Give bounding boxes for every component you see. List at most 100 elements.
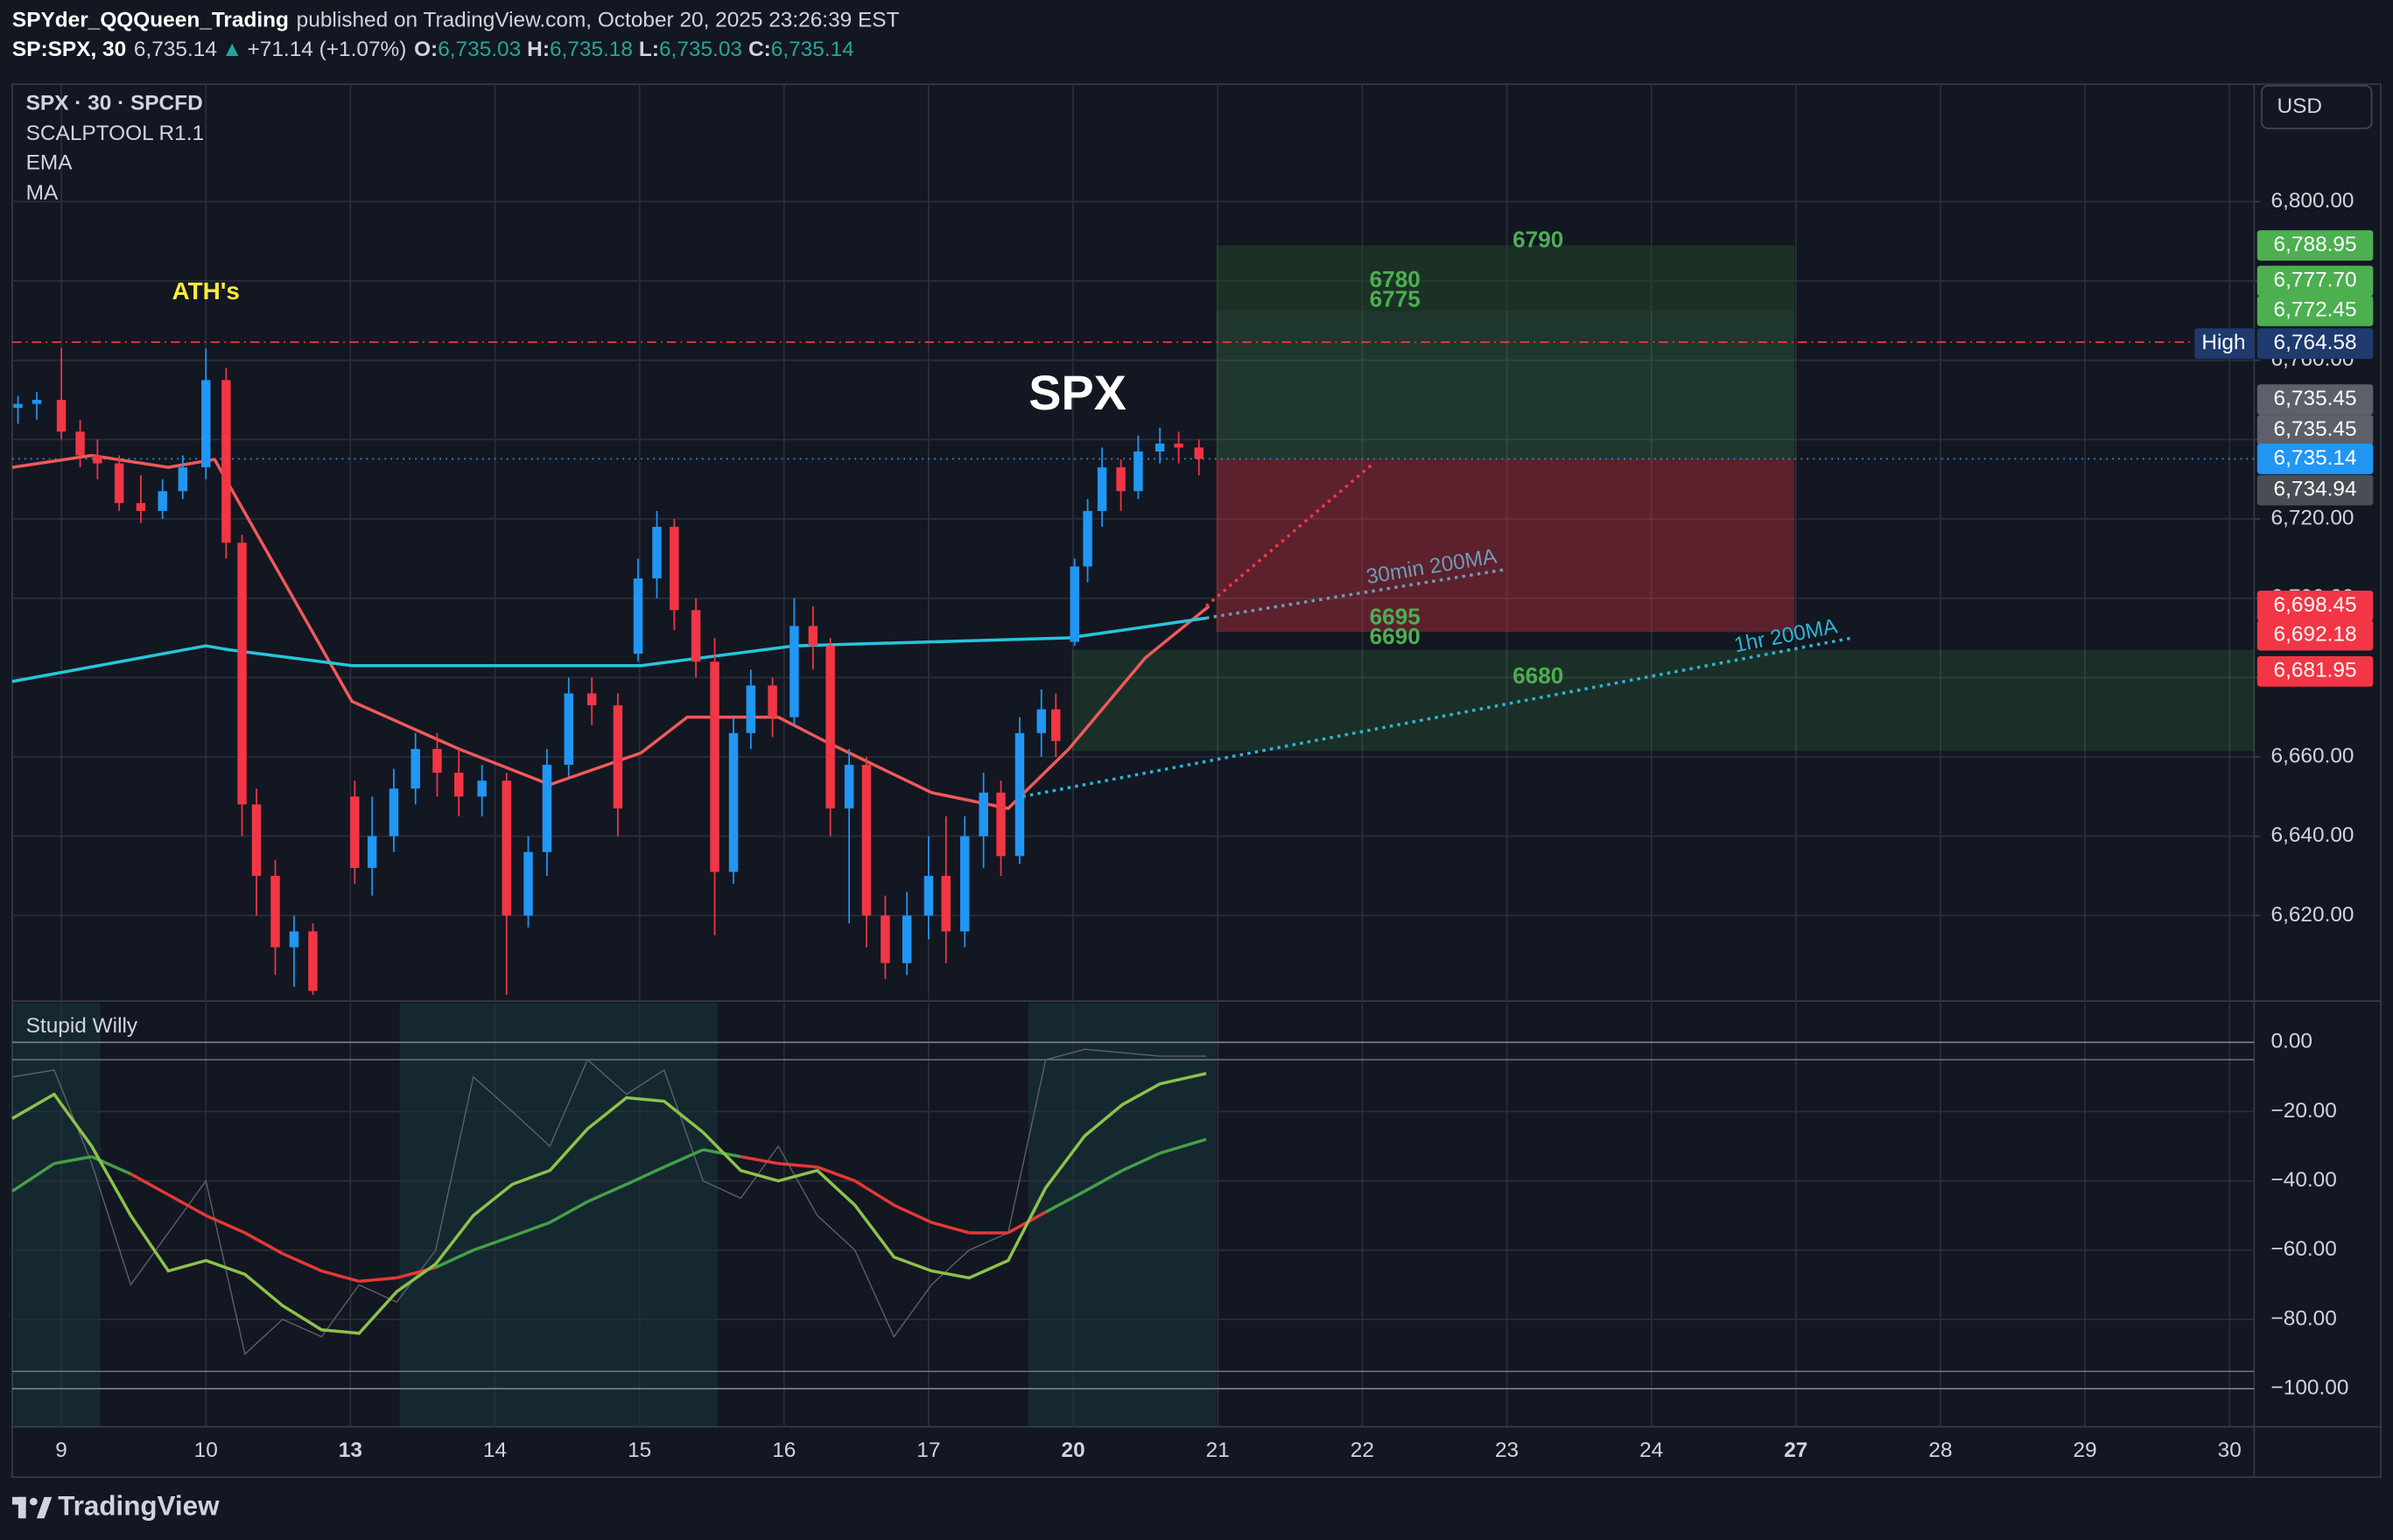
candle-body bbox=[789, 626, 799, 718]
candle-body bbox=[56, 400, 67, 432]
signal-segment bbox=[359, 1276, 397, 1284]
candle-body bbox=[1036, 709, 1047, 733]
plot: 9 10 13 14 15 16 17 20 21 22 23 24 27 28 29 30 6,620.00 6… bbox=[11, 84, 2374, 1462]
signal-segment bbox=[473, 1235, 513, 1252]
candle-body bbox=[523, 851, 533, 916]
level-label: 6790 bbox=[1512, 227, 1563, 253]
candle-body bbox=[844, 765, 854, 808]
candle-body bbox=[289, 931, 299, 948]
y-tick-label: 6,620.00 bbox=[2271, 903, 2354, 927]
trendline bbox=[1204, 464, 1372, 608]
y-tick-label: −60.00 bbox=[2271, 1237, 2337, 1261]
candle-body bbox=[389, 788, 399, 836]
change: +71.14 (+1.07%) bbox=[248, 38, 407, 61]
level-label: 6695 bbox=[1370, 603, 1421, 629]
price-tag bbox=[2256, 328, 2374, 360]
candle-body bbox=[136, 502, 146, 511]
candle-body bbox=[923, 875, 934, 916]
candle-body bbox=[237, 542, 247, 805]
price-tag-name: High bbox=[2201, 331, 2245, 354]
price-tag-label: 6,764.58 bbox=[2274, 331, 2357, 354]
frame bbox=[11, 83, 2382, 1479]
candle-body bbox=[941, 875, 951, 932]
candle-body bbox=[1051, 709, 1061, 741]
candle-body bbox=[114, 463, 124, 503]
x-tick-label: 22 bbox=[1351, 1438, 1374, 1462]
x-tick-label: 27 bbox=[1784, 1438, 1807, 1462]
y-tick-label: −20.00 bbox=[2271, 1099, 2337, 1123]
signal-segment bbox=[778, 1162, 818, 1169]
signal-segment bbox=[1084, 1169, 1124, 1193]
price-tag-label: 6,777.70 bbox=[2274, 268, 2357, 291]
legend-title: SPX · 30 · SPCFD bbox=[26, 91, 203, 115]
y-tick-label: −100.00 bbox=[2271, 1376, 2349, 1400]
candle-body bbox=[768, 685, 777, 718]
price-tag-label: 6,692.18 bbox=[2274, 623, 2357, 647]
signal-segment bbox=[1159, 1138, 1207, 1155]
signal-segment bbox=[282, 1252, 323, 1273]
currency[interactable]: USD bbox=[2277, 94, 2322, 118]
logo bbox=[11, 1496, 53, 1519]
x-tick-label: 23 bbox=[1495, 1438, 1519, 1462]
zone bbox=[1216, 245, 1795, 312]
candle-body bbox=[1174, 443, 1183, 448]
candle-body bbox=[691, 610, 701, 662]
ohlc-key: L: bbox=[639, 38, 659, 61]
price-tag-name-box bbox=[2194, 328, 2255, 360]
candle-body bbox=[32, 400, 42, 404]
candle-body bbox=[710, 662, 719, 872]
candle-body bbox=[350, 796, 360, 868]
signal-segment bbox=[817, 1166, 856, 1183]
signal-segment bbox=[740, 1155, 779, 1166]
price-tag bbox=[2256, 295, 2374, 326]
level-label: 6780 bbox=[1370, 266, 1421, 292]
price-tag bbox=[2256, 265, 2374, 297]
currency-button[interactable] bbox=[2261, 85, 2373, 130]
ohlc-value: 6,735.18 bbox=[550, 38, 633, 61]
oscillator-line bbox=[11, 1072, 1207, 1335]
price-tag bbox=[2256, 620, 2374, 651]
candle-body bbox=[861, 765, 872, 916]
oscillator-line bbox=[11, 1048, 1207, 1355]
candle-body bbox=[477, 780, 487, 797]
published: published on TradingView.com, October 20… bbox=[297, 9, 900, 32]
price-tag-label: 6,698.45 bbox=[2274, 593, 2357, 617]
price-tag-label: 6,734.94 bbox=[2274, 478, 2357, 501]
x-tick-label: 28 bbox=[1928, 1438, 1952, 1462]
legend-indicator: SCALPTOOL R1.1 bbox=[26, 122, 204, 145]
signal-segment bbox=[130, 1172, 170, 1196]
x-tick-label: 17 bbox=[916, 1438, 940, 1462]
signal-segment bbox=[205, 1214, 246, 1235]
symbol-line: SP:SPX, 30 6,735.14 ▲ +71.14 (+1.07%) O:6,73… bbox=[12, 38, 854, 61]
price-tag-label: 6,735.45 bbox=[2274, 387, 2357, 410]
header-line: SPYder_QQQueen_Trading published on Tradi… bbox=[12, 9, 900, 32]
x-tick-label: 15 bbox=[628, 1438, 651, 1462]
y-tick-label: 6,660.00 bbox=[2271, 744, 2354, 767]
zone bbox=[1216, 458, 1795, 633]
y-tick-label: −80.00 bbox=[2271, 1306, 2337, 1330]
candle-body bbox=[1070, 566, 1079, 642]
last: 6,735.14 bbox=[134, 38, 217, 61]
candle-body bbox=[670, 527, 679, 611]
shaded-range bbox=[399, 1002, 718, 1427]
annotation: SPX bbox=[1028, 365, 1126, 420]
x-tick-label: 30 bbox=[2218, 1438, 2242, 1462]
x-tick-label: 24 bbox=[1639, 1438, 1663, 1462]
y-tick-label: 0.00 bbox=[2271, 1030, 2313, 1054]
signal-segment bbox=[1044, 1189, 1086, 1214]
candle-body bbox=[902, 915, 912, 963]
candle-body bbox=[1116, 467, 1126, 492]
price-tag bbox=[2256, 474, 2374, 506]
candle-body bbox=[308, 931, 318, 991]
candle-body bbox=[542, 765, 552, 852]
candle-body bbox=[808, 626, 818, 647]
price-tag bbox=[2256, 415, 2374, 446]
signal-segment bbox=[930, 1221, 970, 1235]
candle-body bbox=[996, 792, 1006, 857]
legend-entry: EMA bbox=[26, 150, 74, 174]
candle-body bbox=[221, 380, 231, 543]
x-tick-label: 29 bbox=[2074, 1438, 2097, 1462]
price-tag bbox=[2256, 591, 2374, 621]
